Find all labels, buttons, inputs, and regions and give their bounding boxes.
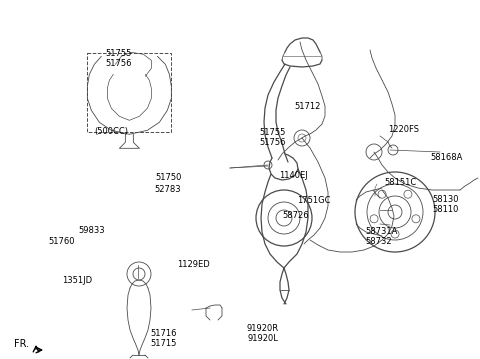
Text: 1140EJ: 1140EJ [279, 171, 308, 181]
Text: 51755
51756: 51755 51756 [106, 48, 132, 68]
Text: 51760: 51760 [48, 237, 75, 246]
Text: FR.: FR. [14, 339, 29, 349]
Text: 1751GC: 1751GC [297, 196, 330, 205]
Text: 58151C: 58151C [384, 178, 416, 187]
Text: 51712: 51712 [294, 102, 320, 112]
Text: 1129ED: 1129ED [178, 260, 210, 270]
Text: 58726: 58726 [282, 211, 309, 220]
Text: 1220FS: 1220FS [388, 125, 419, 135]
Text: 58731A
58732: 58731A 58732 [366, 227, 398, 247]
Text: 58168A: 58168A [430, 153, 462, 162]
Text: 1351JD: 1351JD [62, 275, 92, 285]
Text: 51750: 51750 [155, 173, 181, 182]
Text: 91920R
91920L: 91920R 91920L [247, 324, 279, 344]
Bar [87, 53, 171, 132]
Text: 51755
51756: 51755 51756 [259, 128, 286, 148]
Text: 58130
58110: 58130 58110 [432, 195, 458, 214]
Text: (500CC): (500CC) [94, 127, 128, 136]
Text: 51716
51715: 51716 51715 [150, 328, 177, 348]
Text: 59833: 59833 [79, 226, 106, 235]
Text: 52783: 52783 [155, 185, 181, 194]
